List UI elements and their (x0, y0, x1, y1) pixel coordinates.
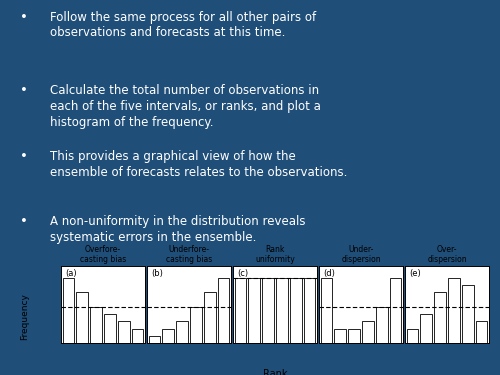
Bar (234, 278, 246, 343)
Text: Follow the same process for all other pairs of
observations and forecasts at thi: Follow the same process for all other pa… (50, 10, 316, 39)
Text: •: • (20, 84, 28, 97)
Text: This provides a graphical view of how the
ensemble of forecasts relates to the o: This provides a graphical view of how th… (50, 150, 348, 178)
Bar (334, 328, 346, 343)
Bar (290, 278, 302, 343)
Bar (406, 328, 418, 343)
Text: Frequency: Frequency (20, 293, 30, 340)
Bar (76, 292, 88, 343)
Text: •: • (20, 215, 28, 228)
Bar (218, 278, 230, 343)
Bar (104, 314, 116, 343)
Text: Calculate the total number of observations in
each of the five intervals, or ran: Calculate the total number of observatio… (50, 84, 321, 129)
Text: (d): (d) (323, 268, 335, 278)
Text: A non-uniformity in the distribution reveals
systematic errors in the ensemble.: A non-uniformity in the distribution rev… (50, 215, 306, 244)
Bar (62, 278, 74, 343)
Bar (204, 292, 216, 343)
Bar (348, 328, 360, 343)
Bar (176, 321, 188, 343)
Text: Rank
uniformity: Rank uniformity (255, 245, 295, 264)
Text: •: • (20, 150, 28, 163)
Text: Rank: Rank (263, 369, 287, 375)
Bar (148, 336, 160, 343)
Bar (362, 321, 374, 343)
Bar (190, 307, 202, 343)
Bar (262, 278, 274, 343)
Bar (376, 307, 388, 343)
Bar (304, 278, 316, 343)
Text: (e): (e) (409, 268, 421, 278)
Text: Under-
dispersion: Under- dispersion (341, 245, 381, 264)
Text: •: • (20, 10, 28, 24)
Bar (420, 314, 432, 343)
Bar (390, 278, 402, 343)
Text: (a): (a) (65, 268, 77, 278)
Text: Underfore-
casting bias: Underfore- casting bias (166, 245, 212, 264)
Text: (c): (c) (237, 268, 248, 278)
Bar (320, 278, 332, 343)
Bar (118, 321, 130, 343)
Bar (462, 285, 473, 343)
Text: Over-
dispersion: Over- dispersion (427, 245, 467, 264)
Bar (90, 307, 102, 343)
Text: Overfore-
casting bias: Overfore- casting bias (80, 245, 126, 264)
Bar (132, 328, 143, 343)
Bar (476, 321, 488, 343)
Bar (434, 292, 446, 343)
Bar (162, 328, 174, 343)
Bar (448, 278, 460, 343)
Bar (276, 278, 287, 343)
Bar (248, 278, 260, 343)
Text: (b): (b) (151, 268, 163, 278)
